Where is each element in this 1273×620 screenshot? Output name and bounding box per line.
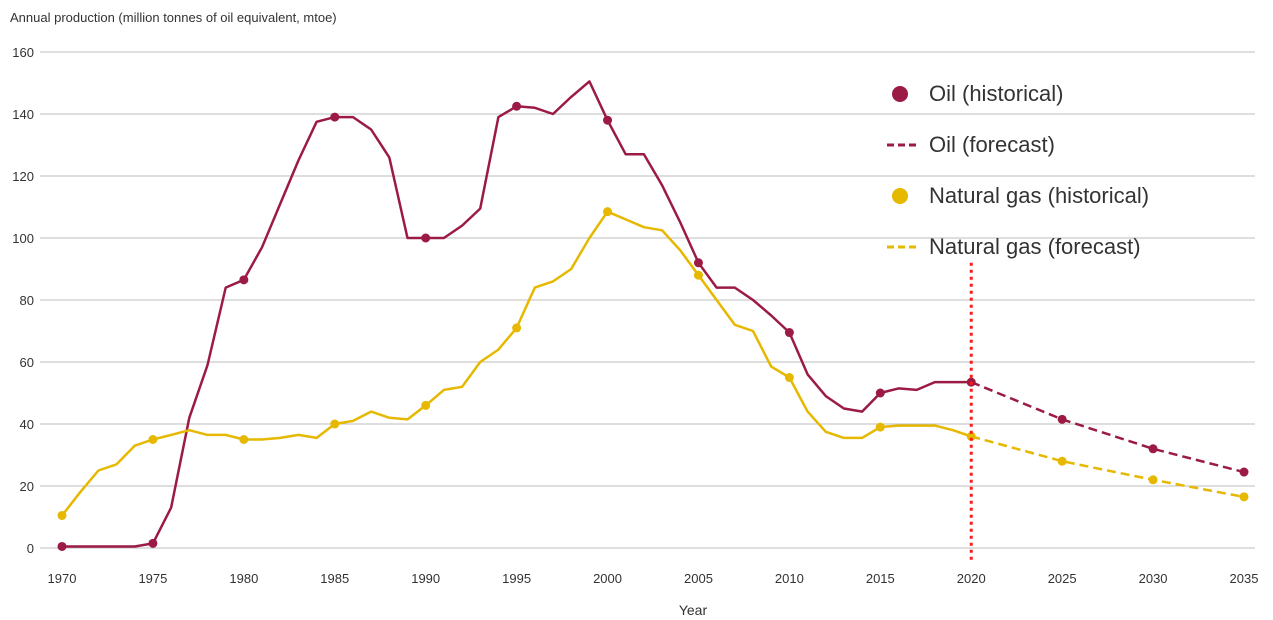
- data-point: [512, 101, 522, 111]
- series-line-3: [970, 435, 1245, 499]
- legend-line-oil-forecast: [887, 143, 919, 146]
- data-point: [512, 323, 522, 333]
- x-tick-label: 1980: [229, 571, 258, 586]
- legend-item-gas-forecast: Natural gas (forecast): [885, 221, 1255, 272]
- series-line-0: [62, 80, 972, 548]
- x-tick-label: 1985: [320, 571, 349, 586]
- data-point: [330, 419, 340, 429]
- x-axis-label: Year: [679, 602, 708, 618]
- x-tick-label: 2010: [775, 571, 804, 586]
- chart-title: Annual production (million tonnes of oil…: [10, 10, 337, 25]
- y-tick-label: 80: [20, 293, 34, 308]
- x-tick-label: 1990: [411, 571, 440, 586]
- data-point: [1239, 492, 1249, 502]
- y-tick-label: 120: [12, 169, 34, 184]
- data-point: [1057, 414, 1067, 424]
- data-point: [784, 373, 794, 382]
- legend-marker-gas-historical: [892, 187, 908, 204]
- data-point: [57, 510, 67, 520]
- legend-label-oil-historical: Oil (historical): [929, 80, 1064, 106]
- data-point: [784, 328, 794, 338]
- y-tick-label: 60: [20, 355, 34, 370]
- x-tick-label: 1970: [48, 571, 77, 586]
- legend: Oil (historical) Oil (forecast) Natural …: [885, 68, 1255, 272]
- x-tick-label: 1975: [138, 571, 167, 586]
- y-tick-label: 40: [20, 417, 34, 432]
- x-tick-label: 2035: [1230, 571, 1259, 586]
- x-tick-label: 2005: [684, 571, 713, 586]
- data-point: [693, 270, 703, 280]
- data-point: [239, 275, 249, 285]
- data-point: [421, 233, 431, 243]
- data-point: [148, 435, 158, 444]
- data-point: [603, 115, 613, 125]
- y-tick-label: 0: [27, 541, 34, 556]
- y-tick-label: 20: [20, 479, 34, 494]
- legend-label-gas-historical: Natural gas (historical): [929, 182, 1150, 208]
- data-point: [57, 541, 67, 551]
- data-point: [875, 388, 885, 398]
- legend-item-oil-historical: Oil (historical): [885, 68, 1255, 119]
- legend-item-gas-historical: Natural gas (historical): [885, 170, 1255, 221]
- y-tick-label: 160: [12, 45, 34, 60]
- x-tick-label: 2015: [866, 571, 895, 586]
- data-point: [421, 400, 431, 410]
- legend-label-gas-forecast: Natural gas (forecast): [929, 233, 1141, 259]
- y-tick-label: 100: [12, 231, 34, 246]
- x-tick-label: 2025: [1048, 571, 1077, 586]
- data-point: [1148, 444, 1158, 454]
- data-point: [875, 422, 885, 432]
- legend-marker-oil-historical: [892, 85, 908, 102]
- x-tick-label: 2030: [1139, 571, 1168, 586]
- x-tick-label: 1995: [502, 571, 531, 586]
- series-line-2: [61, 210, 972, 517]
- y-tick-label: 140: [12, 107, 34, 122]
- data-point: [1057, 456, 1067, 466]
- x-tick-label: 2020: [957, 571, 986, 586]
- data-point: [603, 207, 613, 217]
- data-point: [330, 112, 340, 122]
- data-point: [1148, 475, 1158, 485]
- data-point: [148, 538, 158, 548]
- data-point: [1239, 467, 1249, 477]
- data-point: [239, 435, 249, 444]
- legend-label-oil-forecast: Oil (forecast): [929, 131, 1055, 157]
- series-line-1: [970, 380, 1245, 474]
- legend-item-oil-forecast: Oil (forecast): [885, 119, 1255, 170]
- legend-line-gas-forecast: [887, 245, 919, 248]
- x-tick-label: 2000: [593, 571, 622, 586]
- data-point: [693, 258, 703, 268]
- data-point: [966, 431, 976, 441]
